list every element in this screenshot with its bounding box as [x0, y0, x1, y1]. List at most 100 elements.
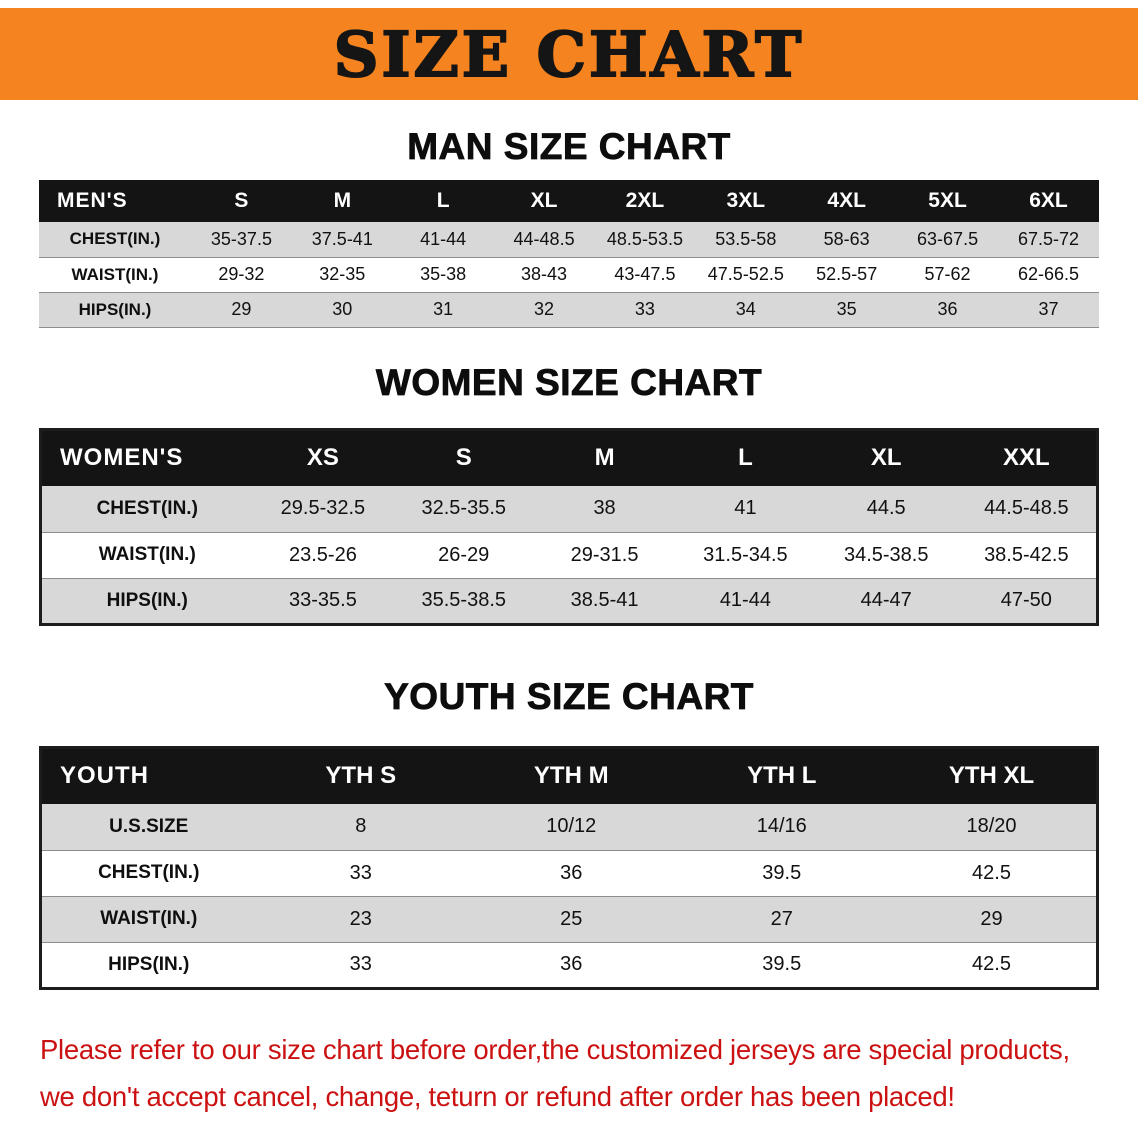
- size-value-cell: 44-48.5: [513, 228, 575, 249]
- youth-section-heading: YOUTH SIZE CHART: [384, 675, 754, 717]
- measurement-label: CHEST(IN.): [96, 497, 198, 519]
- size-value-cell: 33: [349, 861, 372, 884]
- size-column-header: XL: [493, 180, 595, 222]
- size-value-cell: 58-63: [823, 228, 870, 249]
- women-size-section: WOMEN SIZE CHART WOMEN'S XS S M L XL XXL…: [0, 361, 1138, 626]
- youth-size-section: YOUTH SIZE CHART YOUTH YTH S YTH M YTH L…: [0, 675, 1138, 990]
- size-value-cell: 23: [349, 907, 372, 930]
- size-column-header: XL: [815, 429, 957, 486]
- measurement-label: CHEST(IN.): [69, 229, 161, 249]
- measurement-label: HIPS(IN.): [106, 589, 188, 611]
- size-value-cell: 41-44: [420, 228, 467, 249]
- men-waist-row: WAIST(IN.) 29-32 32-35 35-38 38-43 43-47…: [39, 257, 1099, 292]
- women-hips-row: HIPS(IN.) 33-35.5 35.5-38.5 38.5-41 41-4…: [40, 578, 1098, 624]
- measurement-label: WAIST(IN.): [100, 908, 198, 929]
- size-value-cell: 33-35.5: [288, 589, 357, 611]
- size-column-header: YTH XL: [887, 747, 1098, 804]
- size-value-cell: 25: [560, 907, 583, 930]
- size-value-cell: 32: [534, 299, 555, 319]
- size-value-cell: 37: [1038, 299, 1059, 319]
- youth-hips-row: HIPS(IN.) 33 36 39.5 42.5: [40, 942, 1098, 988]
- size-value-cell: 41-44: [719, 589, 771, 611]
- size-value-cell: 41: [734, 497, 757, 520]
- women-waist-row: WAIST(IN.) 23.5-26 26-29 29-31.5 31.5-34…: [40, 532, 1098, 578]
- size-column-header: 6XL: [998, 180, 1099, 222]
- women-size-table: WOMEN'S XS S M L XL XXL CHEST(IN.) 29.5-…: [39, 427, 1099, 626]
- size-value-cell: 32-35: [319, 264, 366, 284]
- size-value-cell: 36: [937, 299, 958, 319]
- men-group-label: MEN'S: [39, 180, 191, 222]
- women-section-heading: WOMEN SIZE CHART: [375, 361, 763, 403]
- size-column-header: YTH M: [466, 747, 677, 804]
- size-value-cell: 47.5-52.5: [707, 264, 784, 284]
- size-value-cell: 48.5-53.5: [606, 228, 683, 249]
- size-value-cell: 30: [332, 299, 353, 319]
- size-column-header: 4XL: [796, 180, 898, 222]
- disclaimer-line-2: we don't accept cancel, change, teturn o…: [40, 1080, 955, 1112]
- youth-ussize-row: U.S.SIZE 8 10/12 14/16 18/20: [40, 804, 1098, 850]
- size-value-cell: 14/16: [756, 815, 807, 838]
- size-value-cell: 23.5-26: [288, 543, 357, 566]
- measurement-label: WAIST(IN.): [71, 264, 159, 284]
- size-column-header: XXL: [956, 429, 1098, 486]
- size-column-header: L: [392, 180, 494, 222]
- women-group-label: WOMEN'S: [40, 429, 253, 486]
- measurement-label: HIPS(IN.): [78, 299, 152, 319]
- size-value-cell: 32.5-35.5: [421, 497, 506, 520]
- size-value-cell: 33: [634, 299, 655, 319]
- size-value-cell: 35.5-38.5: [421, 589, 506, 611]
- size-value-cell: 47-50: [1000, 589, 1052, 611]
- youth-chest-row: CHEST(IN.) 33 36 39.5 42.5: [40, 850, 1098, 896]
- size-value-cell: 35-38: [420, 264, 467, 284]
- size-column-header: XS: [252, 429, 394, 486]
- size-value-cell: 38-43: [521, 264, 568, 284]
- page-title: SIZE CHART: [333, 17, 805, 92]
- youth-header-row: YOUTH YTH S YTH M YTH L YTH XL: [40, 747, 1098, 804]
- size-value-cell: 52.5-57: [816, 264, 878, 284]
- youth-waist-row: WAIST(IN.) 23 25 27 29: [40, 896, 1098, 942]
- size-value-cell: 62-66.5: [1017, 264, 1080, 284]
- men-header-row: MEN'S S M L XL 2XL 3XL 4XL 5XL 6XL: [39, 180, 1099, 222]
- size-value-cell: 39.5: [762, 861, 802, 884]
- measurement-label: CHEST(IN.): [98, 862, 200, 883]
- size-value-cell: 31.5-34.5: [703, 543, 788, 566]
- size-value-cell: 63-67.5: [917, 228, 979, 249]
- size-column-header: 3XL: [695, 180, 797, 222]
- youth-size-table: YOUTH YTH S YTH M YTH L YTH XL U.S.SIZE …: [39, 745, 1099, 990]
- size-value-cell: 34: [735, 299, 756, 319]
- size-value-cell: 38: [593, 497, 616, 520]
- size-value-cell: 44.5: [866, 497, 906, 520]
- size-value-cell: 29.5-32.5: [280, 497, 366, 520]
- size-value-cell: 38.5-42.5: [984, 543, 1069, 566]
- size-value-cell: 37.5-41: [311, 228, 373, 249]
- women-chest-row: CHEST(IN.) 29.5-32.5 32.5-35.5 38 41 44.…: [40, 486, 1098, 532]
- size-value-cell: 57-62: [924, 264, 971, 284]
- size-value-cell: 29-32: [218, 264, 265, 284]
- size-value-cell: 18/20: [966, 815, 1017, 838]
- title-banner: SIZE CHART: [0, 8, 1138, 100]
- size-column-header: M: [291, 180, 393, 222]
- size-column-header: 5XL: [897, 180, 998, 222]
- size-value-cell: 35-37.5: [210, 228, 272, 249]
- men-hips-row: HIPS(IN.) 29 30 31 32 33 34 35 36 37: [39, 292, 1099, 327]
- size-column-header: M: [534, 429, 675, 486]
- women-header-row: WOMEN'S XS S M L XL XXL: [40, 429, 1098, 486]
- size-value-cell: 53.5-58: [715, 228, 777, 249]
- size-column-header: L: [674, 429, 816, 486]
- youth-group-label: YOUTH: [40, 747, 256, 804]
- size-value-cell: 27: [770, 907, 793, 930]
- size-value-cell: 36: [560, 861, 583, 884]
- measurement-label: U.S.SIZE: [109, 815, 189, 837]
- size-column-header: 2XL: [594, 180, 696, 222]
- size-value-cell: 29-31.5: [570, 543, 639, 566]
- size-value-cell: 39.5: [762, 953, 802, 975]
- size-value-cell: 43-47.5: [614, 264, 676, 284]
- size-value-cell: 31: [433, 299, 454, 319]
- size-value-cell: 8: [355, 815, 367, 838]
- measurement-label: WAIST(IN.): [98, 544, 196, 565]
- size-value-cell: 26-29: [438, 543, 490, 566]
- disclaimer-note: Please refer to our size chart before or…: [40, 1026, 1138, 1120]
- size-value-cell: 38.5-41: [570, 589, 639, 611]
- size-value-cell: 35: [836, 299, 857, 319]
- size-column-header: YTH L: [676, 747, 887, 804]
